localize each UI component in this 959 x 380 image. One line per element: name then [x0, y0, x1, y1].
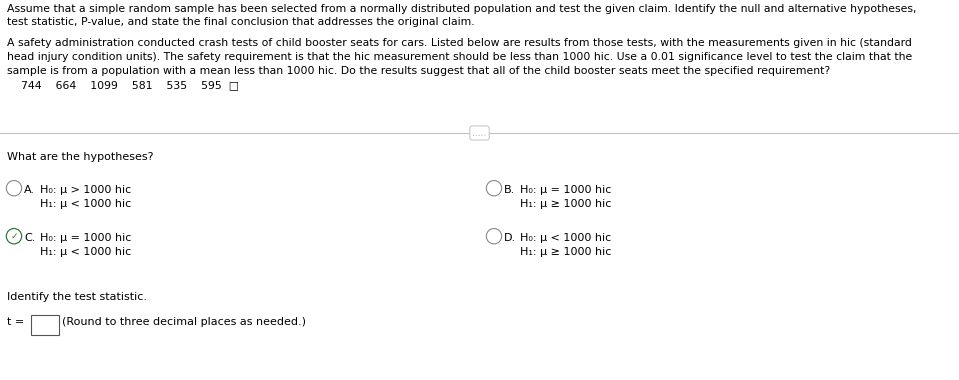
- Text: H₁: μ < 1000 hic: H₁: μ < 1000 hic: [40, 199, 131, 209]
- Text: H₀: μ = 1000 hic: H₀: μ = 1000 hic: [40, 233, 131, 243]
- Text: H₀: μ < 1000 hic: H₀: μ < 1000 hic: [520, 233, 611, 243]
- FancyBboxPatch shape: [31, 315, 58, 336]
- Text: ✓: ✓: [11, 232, 18, 241]
- Text: D.: D.: [504, 233, 516, 243]
- Text: (Round to three decimal places as needed.): (Round to three decimal places as needed…: [62, 317, 306, 327]
- Text: Assume that a simple random sample has been selected from a normally distributed: Assume that a simple random sample has b…: [7, 4, 917, 14]
- Text: 744    664    1099    581    535    595  □: 744 664 1099 581 535 595 □: [7, 80, 239, 90]
- Text: test statistic, P-value, and state the final conclusion that addresses the origi: test statistic, P-value, and state the f…: [7, 17, 475, 27]
- Text: Identify the test statistic.: Identify the test statistic.: [7, 292, 147, 302]
- Text: H₁: μ < 1000 hic: H₁: μ < 1000 hic: [40, 247, 131, 257]
- Text: H₀: μ > 1000 hic: H₀: μ > 1000 hic: [40, 185, 131, 195]
- Text: t =: t =: [7, 317, 24, 327]
- Text: B.: B.: [504, 185, 515, 195]
- Text: C.: C.: [24, 233, 35, 243]
- Text: head injury condition units). The safety requirement is that the hic measurement: head injury condition units). The safety…: [7, 52, 912, 62]
- Text: A.: A.: [24, 185, 35, 195]
- Text: H₁: μ ≥ 1000 hic: H₁: μ ≥ 1000 hic: [520, 247, 612, 257]
- Text: sample is from a population with a mean less than 1000 hic. Do the results sugge: sample is from a population with a mean …: [7, 66, 830, 76]
- Text: H₀: μ = 1000 hic: H₀: μ = 1000 hic: [520, 185, 612, 195]
- Text: A safety administration conducted crash tests of child booster seats for cars. L: A safety administration conducted crash …: [7, 38, 912, 48]
- Text: .....: .....: [473, 128, 486, 138]
- Text: What are the hypotheses?: What are the hypotheses?: [7, 152, 153, 162]
- Text: H₁: μ ≥ 1000 hic: H₁: μ ≥ 1000 hic: [520, 199, 612, 209]
